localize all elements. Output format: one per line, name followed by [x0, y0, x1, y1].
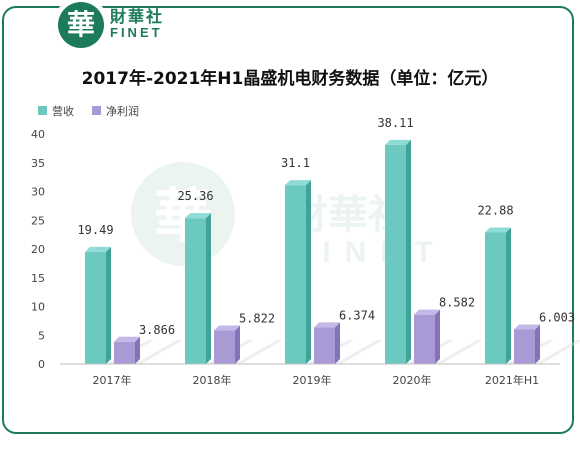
revenue-bar — [385, 144, 406, 364]
y-tick-label: 20 — [31, 243, 45, 256]
net-profit-bar — [114, 341, 135, 364]
bar-side — [206, 213, 211, 364]
data-label: 6.374 — [339, 308, 375, 322]
y-tick-label: 0 — [38, 358, 45, 371]
bar-shadow — [435, 340, 483, 364]
revenue-bar — [185, 218, 206, 364]
brand-name-cn: 財華社 — [110, 7, 165, 26]
data-label: 22.88 — [477, 203, 513, 217]
y-tick-label: 35 — [31, 157, 45, 170]
bar-top — [514, 324, 540, 330]
y-tick-label: 10 — [31, 301, 45, 314]
data-label: 6.003 — [539, 310, 575, 324]
bar-top — [485, 227, 511, 233]
legend-label: 净利润 — [106, 104, 139, 118]
bar-shadow — [135, 340, 183, 364]
net-profit-bar — [214, 330, 235, 364]
bar-shadow — [235, 340, 283, 364]
revenue-bar — [85, 251, 106, 364]
data-label: 38.11 — [377, 116, 413, 130]
bar-side — [235, 325, 240, 364]
brand-name-en: FINET — [110, 25, 163, 40]
y-tick-label: 40 — [31, 128, 45, 141]
y-tick-label: 15 — [31, 272, 45, 285]
x-tick-label: 2021年H1 — [485, 373, 539, 387]
bar-top — [214, 325, 240, 331]
x-tick-label: 2017年 — [93, 373, 132, 387]
legend-swatch — [92, 106, 101, 115]
bar-side — [106, 246, 111, 364]
chart-title: 2017年-2021年H1晶盛机电财务数据（单位：亿元） — [81, 69, 499, 89]
data-label: 8.582 — [439, 296, 475, 310]
finet-logo-badge: 華 — [58, 2, 104, 48]
bar-side — [335, 322, 340, 364]
revenue-bar — [485, 232, 506, 364]
x-tick-label: 2020年 — [393, 373, 432, 387]
bar-side — [535, 324, 540, 364]
revenue-bar — [285, 185, 306, 364]
bars: 19.49 3.866 25.36 5.822 31.1 6.374 38.11 8.582 2… — [77, 116, 580, 364]
bar-top — [414, 309, 440, 315]
logo-character: 華 — [66, 8, 95, 41]
x-tick-label: 2019年 — [293, 373, 332, 387]
bar-shadow — [335, 340, 383, 364]
watermark-name-en: FINET — [290, 236, 447, 269]
bar-side — [506, 227, 511, 364]
bar-top — [85, 246, 111, 252]
data-label: 5.822 — [239, 312, 275, 326]
legend: 营收 净利润 — [38, 104, 139, 118]
bar-top — [314, 322, 340, 328]
y-tick-label: 25 — [31, 214, 45, 227]
bar-side — [135, 336, 140, 364]
legend-swatch — [38, 106, 47, 115]
bar-side — [306, 180, 311, 364]
bar-top — [185, 213, 211, 219]
data-label: 3.866 — [139, 323, 175, 337]
legend-label: 营收 — [52, 104, 74, 118]
finet-logo-text: 財華社 FINET — [110, 7, 171, 40]
y-tick-label: 30 — [31, 186, 45, 199]
bar-top — [385, 139, 411, 145]
x-tick-label: 2018年 — [193, 373, 232, 387]
bar-side — [435, 309, 440, 364]
bar-shadow — [535, 340, 580, 364]
data-label: 31.1 — [281, 156, 310, 170]
bar-top — [114, 336, 140, 342]
data-label: 19.49 — [77, 223, 113, 237]
bar-top — [285, 180, 311, 186]
x-axis: 2017年 2018年 2019年 2020年 2021年H1 — [60, 363, 560, 387]
net-profit-bar — [514, 329, 535, 364]
y-axis: 0 5 10 15 20 25 30 35 40 — [31, 128, 45, 371]
net-profit-bar — [314, 327, 335, 364]
net-profit-bar — [414, 314, 435, 364]
data-label: 25.36 — [177, 189, 213, 203]
bar-side — [406, 139, 411, 364]
y-tick-label: 5 — [38, 329, 45, 342]
